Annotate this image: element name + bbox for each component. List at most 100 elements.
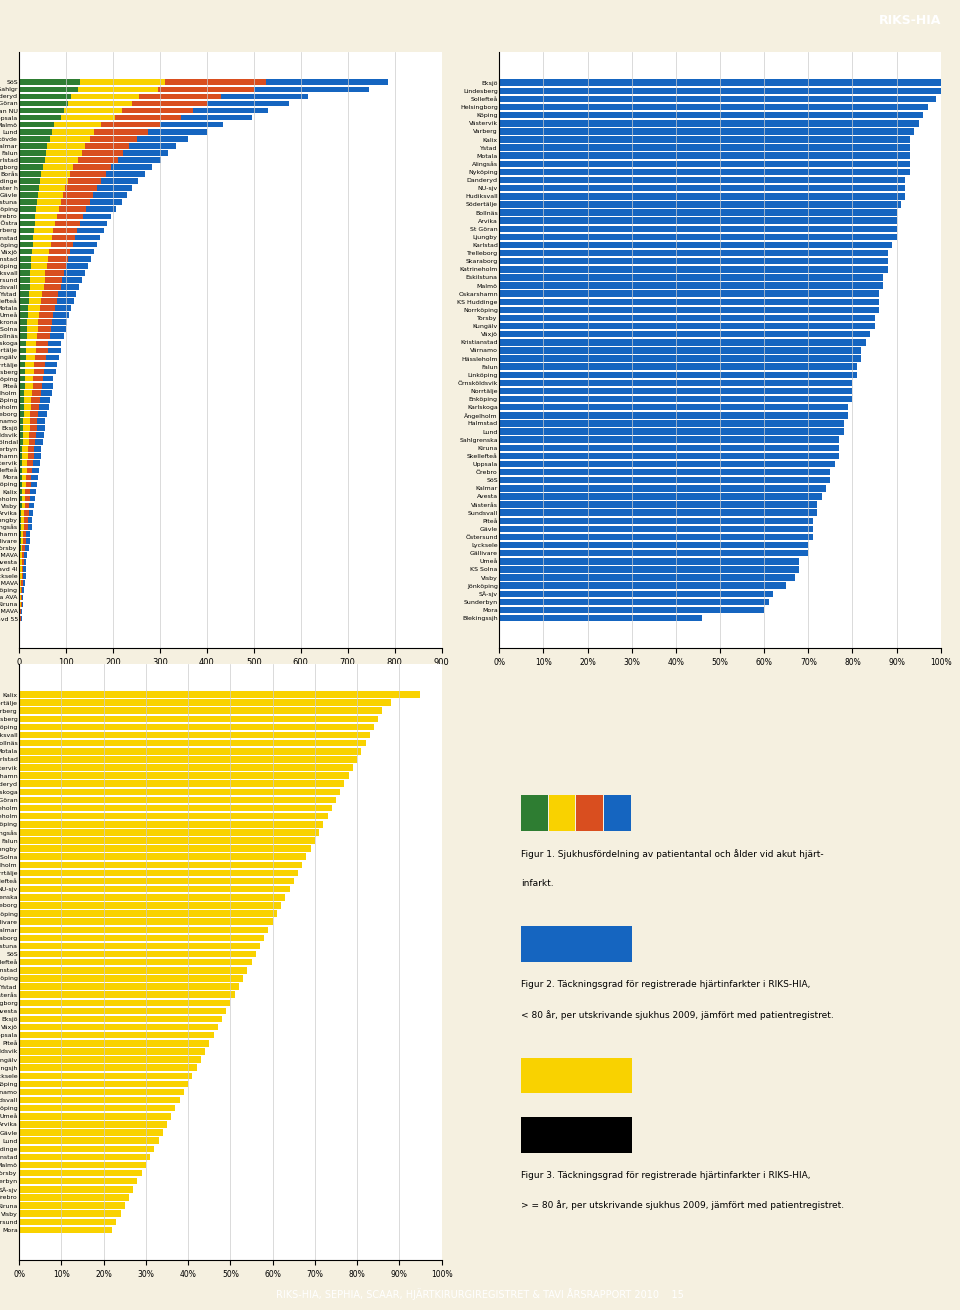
Bar (24, 510, 29, 516)
Bar (28, 453, 34, 458)
Bar (499, 111, 924, 118)
Bar (22, 447, 28, 452)
Bar (20, 545, 22, 550)
Bar (19, 136, 50, 141)
Bar (499, 510, 817, 516)
Bar (24, 411, 31, 417)
Bar (89, 136, 136, 141)
Text: < 80 år, per utskrivande sjukhus 2009, jämfört med patientregistret.: < 80 år, per utskrivande sjukhus 2009, j… (521, 1010, 834, 1019)
Bar (23, 538, 26, 544)
Bar (38, 411, 47, 417)
Bar (29, 439, 36, 445)
Bar (221, 93, 308, 100)
Bar (34, 234, 52, 240)
Bar (37, 426, 45, 431)
Bar (29, 291, 42, 297)
Bar (499, 517, 813, 524)
Bar (499, 144, 910, 151)
Bar (19, 1203, 125, 1209)
Bar (44, 276, 62, 283)
Bar (20, 553, 22, 558)
Bar (19, 870, 298, 876)
Bar (19, 1226, 112, 1233)
Bar (26, 474, 32, 481)
Bar (499, 347, 861, 354)
Bar (45, 362, 58, 367)
Bar (499, 210, 897, 216)
Bar (45, 157, 78, 162)
FancyBboxPatch shape (576, 795, 603, 831)
Bar (499, 185, 905, 191)
Bar (46, 355, 60, 360)
Bar (39, 403, 49, 410)
Bar (253, 86, 369, 92)
Bar (21, 580, 23, 586)
Bar (25, 545, 29, 550)
Bar (22, 474, 26, 481)
Bar (160, 122, 224, 127)
Bar (499, 202, 901, 208)
Bar (22, 468, 27, 473)
Bar (499, 322, 875, 329)
Bar (19, 347, 26, 354)
Bar (19, 959, 252, 965)
Bar (19, 461, 22, 466)
Bar (32, 249, 49, 254)
FancyBboxPatch shape (521, 1057, 632, 1094)
Bar (19, 390, 24, 396)
Bar (19, 707, 382, 714)
Bar (19, 164, 42, 170)
Bar (21, 601, 23, 608)
Bar (499, 461, 835, 468)
Bar (33, 242, 51, 248)
Text: > = 80 år, per utskrivande sjukhus 2009, jämfört med patientregistret.: > = 80 år, per utskrivande sjukhus 2009,… (521, 1200, 845, 1210)
Bar (19, 1081, 188, 1087)
Bar (24, 524, 28, 529)
Bar (499, 266, 888, 272)
Bar (19, 748, 361, 755)
Bar (19, 1096, 180, 1103)
Bar (19, 1178, 137, 1184)
Bar (23, 432, 29, 438)
Bar (499, 96, 936, 102)
Bar (499, 607, 764, 613)
Bar (19, 517, 21, 523)
Bar (499, 128, 914, 135)
Bar (19, 1162, 146, 1169)
Bar (78, 228, 104, 233)
Bar (165, 80, 266, 85)
Bar (39, 312, 54, 318)
Bar (51, 326, 65, 331)
Bar (19, 1056, 201, 1062)
Bar (81, 220, 108, 227)
Bar (19, 1114, 171, 1120)
Bar (19, 115, 61, 121)
Bar (21, 503, 25, 508)
Bar (60, 284, 80, 290)
Bar (106, 172, 145, 177)
Bar (499, 233, 897, 240)
Bar (148, 128, 207, 135)
Bar (44, 369, 56, 375)
Bar (52, 128, 94, 135)
Bar (54, 312, 69, 318)
Bar (42, 164, 73, 170)
Bar (30, 495, 36, 502)
Bar (19, 1104, 176, 1111)
Bar (84, 143, 130, 148)
Bar (23, 566, 26, 572)
Bar (19, 397, 24, 402)
Bar (20, 559, 21, 565)
Bar (499, 403, 848, 410)
Bar (31, 411, 38, 417)
Bar (19, 383, 25, 389)
Bar (19, 489, 21, 494)
Bar (19, 1137, 158, 1144)
Bar (19, 320, 27, 325)
Bar (78, 86, 157, 92)
Legend: 0–59 år, 60–69 år, 70–79 år, 80+ år: 0–59 år, 60–69 år, 70–79 år, 80+ år (88, 671, 372, 686)
Bar (499, 396, 852, 402)
Bar (499, 217, 897, 224)
Bar (26, 347, 36, 354)
Bar (23, 574, 26, 579)
